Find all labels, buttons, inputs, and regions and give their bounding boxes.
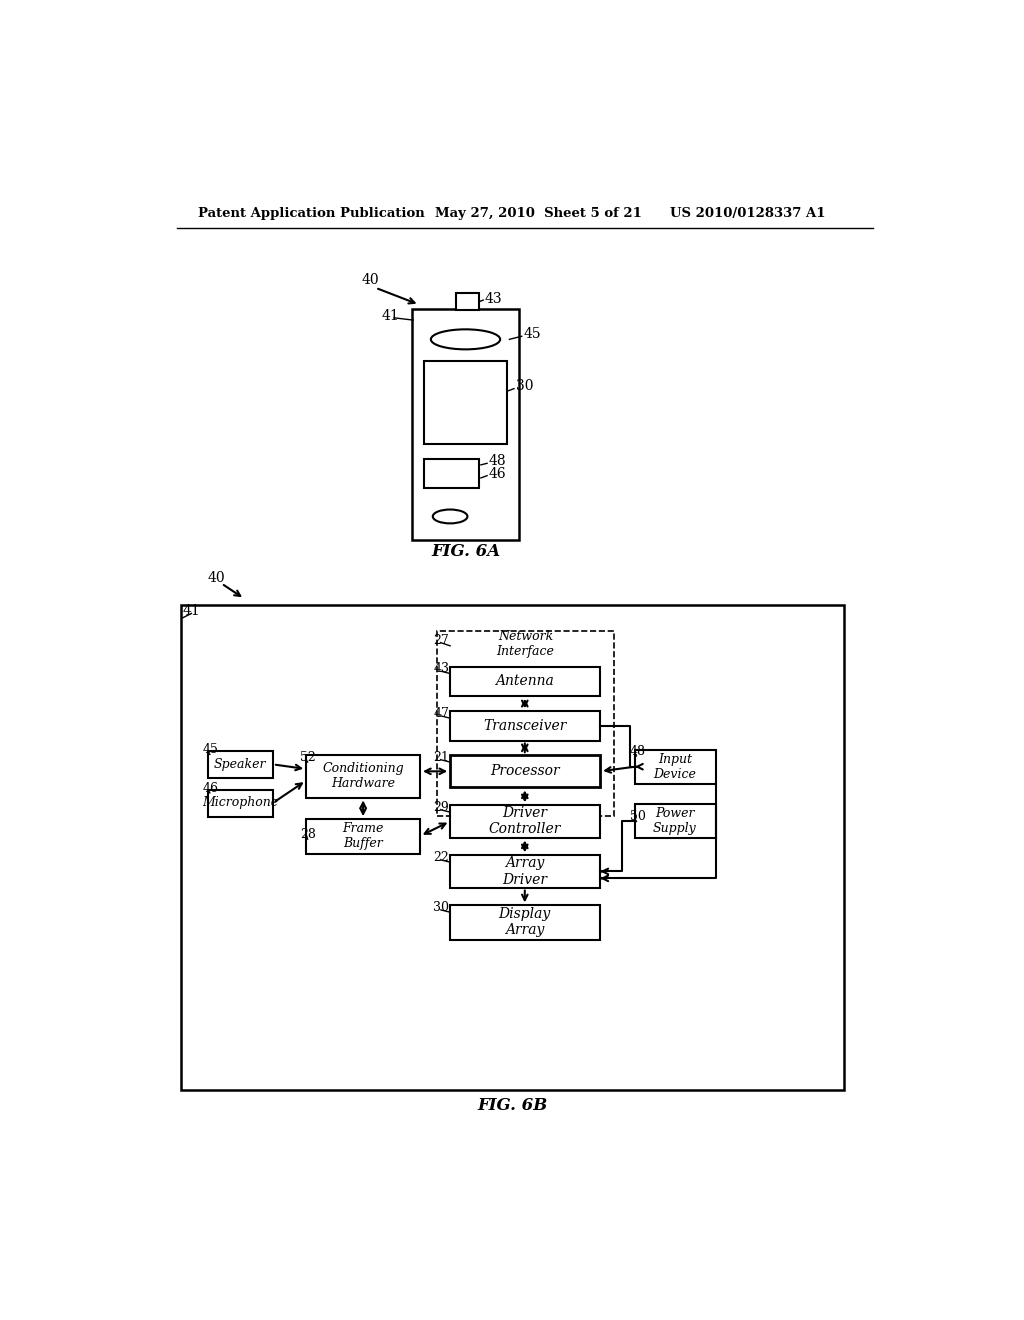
Text: US 2010/0128337 A1: US 2010/0128337 A1 xyxy=(670,207,825,220)
Text: 47: 47 xyxy=(433,708,450,721)
Bar xyxy=(451,667,600,696)
Text: Antenna: Antenna xyxy=(496,675,554,688)
Text: 41: 41 xyxy=(382,309,399,323)
Bar xyxy=(424,459,479,488)
Text: Conditioning
Hardware: Conditioning Hardware xyxy=(323,762,403,789)
Bar xyxy=(451,906,600,940)
Text: May 27, 2010  Sheet 5 of 21: May 27, 2010 Sheet 5 of 21 xyxy=(435,207,642,220)
Text: 52: 52 xyxy=(300,751,315,764)
Bar xyxy=(412,309,519,540)
Bar xyxy=(437,631,614,816)
Text: Display
Array: Display Array xyxy=(499,907,551,937)
Text: 21: 21 xyxy=(433,751,450,764)
Text: 46: 46 xyxy=(202,781,218,795)
Text: 48: 48 xyxy=(488,454,506,469)
Text: Array
Driver: Array Driver xyxy=(503,857,547,887)
Text: 50: 50 xyxy=(630,810,645,824)
Text: Network
Interface: Network Interface xyxy=(497,630,555,657)
Text: 30: 30 xyxy=(515,379,534,393)
Text: 45: 45 xyxy=(523,327,541,341)
Bar xyxy=(635,750,716,784)
Text: Patent Application Publication: Patent Application Publication xyxy=(199,207,425,220)
Bar xyxy=(451,711,600,741)
Text: Microphone: Microphone xyxy=(202,796,278,809)
Text: Driver
Controller: Driver Controller xyxy=(488,807,561,837)
Text: 41: 41 xyxy=(182,605,200,618)
Text: Frame
Buffer: Frame Buffer xyxy=(342,822,384,850)
Text: 40: 40 xyxy=(208,572,225,585)
Ellipse shape xyxy=(433,510,467,524)
Bar xyxy=(457,293,479,310)
Text: 40: 40 xyxy=(361,273,379,286)
Bar xyxy=(306,818,420,854)
Text: 22: 22 xyxy=(433,851,449,865)
Text: 30: 30 xyxy=(433,902,450,915)
Bar xyxy=(208,751,273,779)
Text: FIG. 6B: FIG. 6B xyxy=(477,1097,548,1114)
Bar xyxy=(208,789,273,817)
Bar xyxy=(451,855,600,887)
Text: 48: 48 xyxy=(630,744,645,758)
Text: 29: 29 xyxy=(433,801,449,814)
Text: 45: 45 xyxy=(202,743,218,756)
Text: FIG. 6A: FIG. 6A xyxy=(431,543,500,560)
Text: Processor: Processor xyxy=(490,764,559,779)
Text: 43: 43 xyxy=(433,663,450,676)
Text: 43: 43 xyxy=(484,292,503,305)
Bar xyxy=(451,755,600,788)
Text: Power
Supply: Power Supply xyxy=(653,807,696,834)
Bar xyxy=(306,755,420,797)
Text: Input
Device: Input Device xyxy=(653,752,696,780)
Text: 27: 27 xyxy=(433,634,449,647)
Bar xyxy=(635,804,716,838)
Bar xyxy=(451,805,600,838)
Text: 28: 28 xyxy=(300,828,315,841)
Bar xyxy=(424,360,507,444)
Text: 46: 46 xyxy=(488,467,506,480)
Text: Speaker: Speaker xyxy=(214,758,266,771)
Ellipse shape xyxy=(431,330,500,350)
Bar xyxy=(180,605,845,1090)
Text: Transceiver: Transceiver xyxy=(483,719,566,733)
